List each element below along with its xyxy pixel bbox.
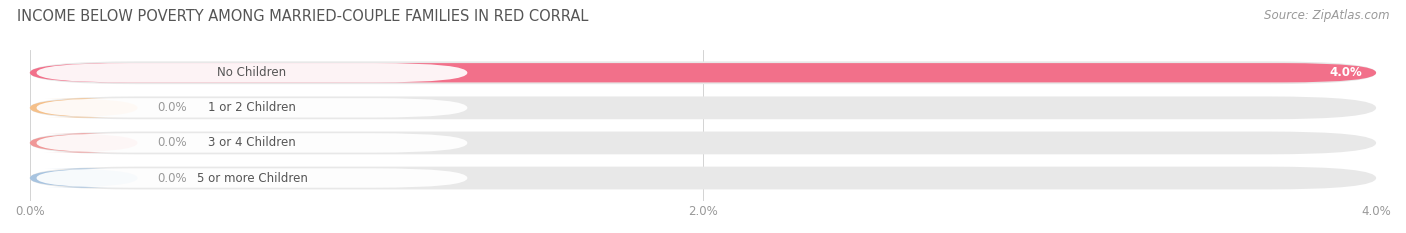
FancyBboxPatch shape — [37, 98, 467, 117]
FancyBboxPatch shape — [30, 168, 138, 188]
FancyBboxPatch shape — [30, 133, 138, 153]
FancyBboxPatch shape — [30, 96, 1376, 119]
Text: 3 or 4 Children: 3 or 4 Children — [208, 137, 295, 149]
Text: 0.0%: 0.0% — [157, 101, 187, 114]
FancyBboxPatch shape — [37, 168, 467, 188]
FancyBboxPatch shape — [30, 132, 1376, 154]
Text: 1 or 2 Children: 1 or 2 Children — [208, 101, 295, 114]
FancyBboxPatch shape — [30, 98, 138, 117]
Text: Source: ZipAtlas.com: Source: ZipAtlas.com — [1264, 9, 1389, 22]
FancyBboxPatch shape — [30, 61, 1376, 84]
Text: INCOME BELOW POVERTY AMONG MARRIED-COUPLE FAMILIES IN RED CORRAL: INCOME BELOW POVERTY AMONG MARRIED-COUPL… — [17, 9, 588, 24]
Text: 5 or more Children: 5 or more Children — [197, 171, 308, 185]
FancyBboxPatch shape — [37, 63, 467, 82]
FancyBboxPatch shape — [37, 133, 467, 153]
Text: No Children: No Children — [218, 66, 287, 79]
Text: 0.0%: 0.0% — [157, 137, 187, 149]
Text: 4.0%: 4.0% — [1330, 66, 1362, 79]
FancyBboxPatch shape — [30, 63, 1376, 82]
FancyBboxPatch shape — [30, 167, 1376, 189]
Text: 0.0%: 0.0% — [157, 171, 187, 185]
